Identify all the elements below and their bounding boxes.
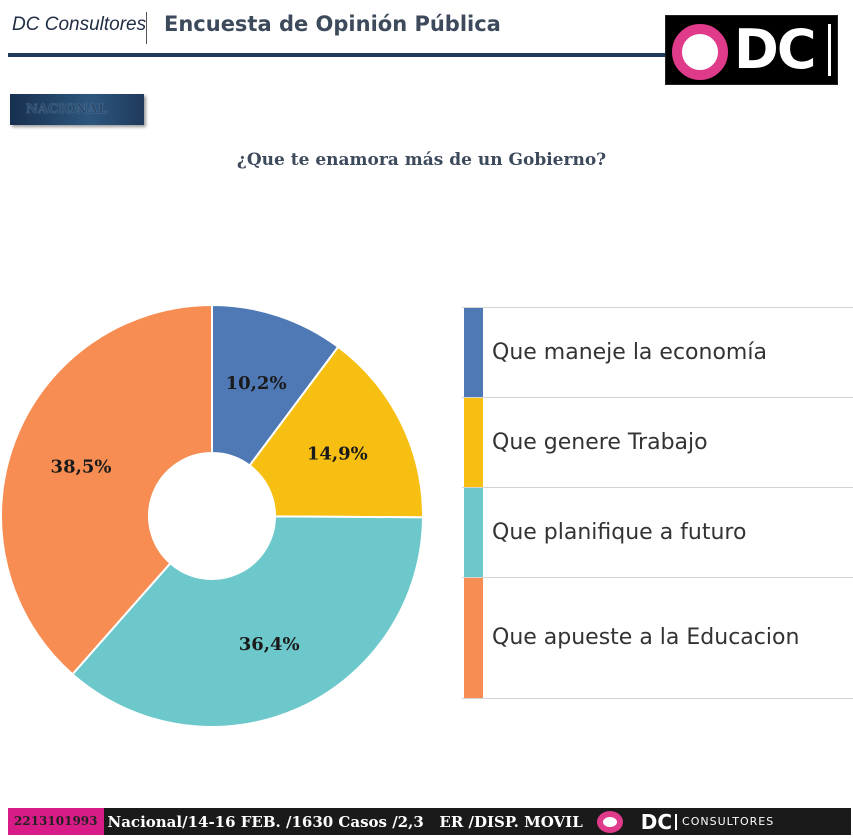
legend-item: Que planifique a futuro xyxy=(462,487,853,577)
dc-logo: DC xyxy=(665,15,838,85)
footer-consultores: CONSULTORES xyxy=(682,815,775,828)
donut-slice xyxy=(211,303,340,467)
survey-title: Encuesta de Opinión Pública xyxy=(164,12,501,36)
brand-name: DC Consultores xyxy=(12,14,147,35)
footer-logo-ring-icon xyxy=(596,810,623,833)
region-badge: NACIONAL xyxy=(10,94,144,125)
legend-swatch xyxy=(464,398,483,487)
slice-value-label: 38,5% xyxy=(51,457,112,478)
logo-ring-icon xyxy=(672,24,728,80)
legend-label: Que maneje la economía xyxy=(492,339,767,365)
slice-value-label: 14,9% xyxy=(307,444,368,465)
legend-label: Que apueste a la Educacion xyxy=(492,625,800,650)
legend-swatch xyxy=(464,578,483,698)
slice-value-label: 10,2% xyxy=(226,373,287,394)
legend-item: Que genere Trabajo xyxy=(462,397,853,487)
slice-value-label: 36,4% xyxy=(239,634,300,655)
footer-logo-text: DC xyxy=(640,809,673,834)
legend-item: Que apueste a la Educacion xyxy=(462,577,853,699)
donut-slice xyxy=(0,303,213,676)
logo-bar xyxy=(828,24,831,76)
logo-text: DC xyxy=(734,18,816,81)
footer-bar: 2213101993 Nacional/14-16 FEB. /1630 Cas… xyxy=(8,808,851,835)
legend-item: Que maneje la economía xyxy=(462,307,853,397)
legend-swatch xyxy=(464,308,483,397)
footer-phone: 2213101993 xyxy=(8,808,104,835)
footer-logo-divider xyxy=(675,813,678,830)
donut-chart: 10,2% 14,9% 36,4% 38,5% xyxy=(0,303,425,728)
legend-label: Que genere Trabajo xyxy=(492,429,708,455)
donut-slice xyxy=(248,345,424,519)
chart-title: ¿Que te enamora más de un Gobierno? xyxy=(236,150,607,170)
header-rule xyxy=(8,53,668,57)
donut-slice xyxy=(71,515,425,728)
header-divider xyxy=(146,12,147,44)
footer-info: Nacional/14-16 FEB. /1630 Casos /2,3 ER … xyxy=(107,812,583,831)
legend-label: Que planifique a futuro xyxy=(492,519,747,545)
legend-swatch xyxy=(464,488,483,577)
chart-legend: Que maneje la economía Que genere Trabaj… xyxy=(462,307,853,699)
